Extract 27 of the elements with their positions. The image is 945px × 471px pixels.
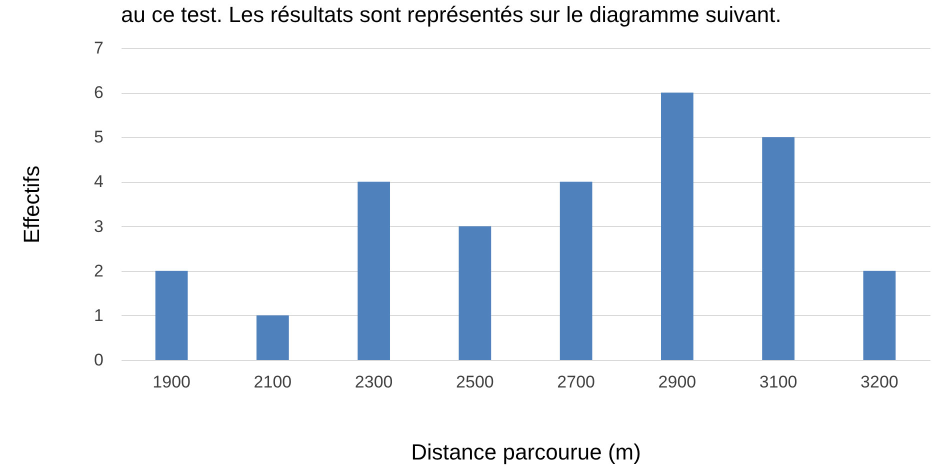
bar — [358, 182, 390, 360]
y-tick-label: 4 — [94, 172, 104, 192]
x-tick-label: 2900 — [658, 372, 696, 392]
y-tick-label: 1 — [94, 306, 104, 325]
x-tick-label: 3100 — [759, 372, 798, 392]
bar — [661, 92, 694, 360]
bar — [155, 270, 188, 360]
bar — [762, 137, 794, 360]
y-tick-label: 7 — [94, 38, 104, 58]
bar — [863, 270, 896, 360]
x-tick-label: 2100 — [254, 372, 292, 392]
x-tick-label: 2300 — [354, 372, 393, 392]
bar — [458, 226, 492, 360]
y-tick-label: 5 — [94, 128, 104, 147]
x-tick-label: 2700 — [557, 372, 595, 392]
y-axis-title: Effectifs — [19, 166, 44, 244]
x-axis-title: Distance parcourue (m) — [411, 440, 641, 464]
x-tick-label: 2500 — [456, 372, 494, 392]
y-tick-label: 6 — [94, 83, 104, 102]
text: au ce test. Les résultats sont représentés sur le diagramme suivant. — [121, 2, 782, 27]
bar — [560, 182, 592, 360]
bar — [256, 315, 289, 360]
x-tick-label: 1900 — [152, 372, 190, 392]
y-tick-label: 3 — [94, 216, 104, 236]
y-tick-label: 0 — [94, 350, 104, 370]
x-tick-label: 3200 — [860, 372, 898, 392]
y-tick-label: 2 — [94, 261, 104, 280]
